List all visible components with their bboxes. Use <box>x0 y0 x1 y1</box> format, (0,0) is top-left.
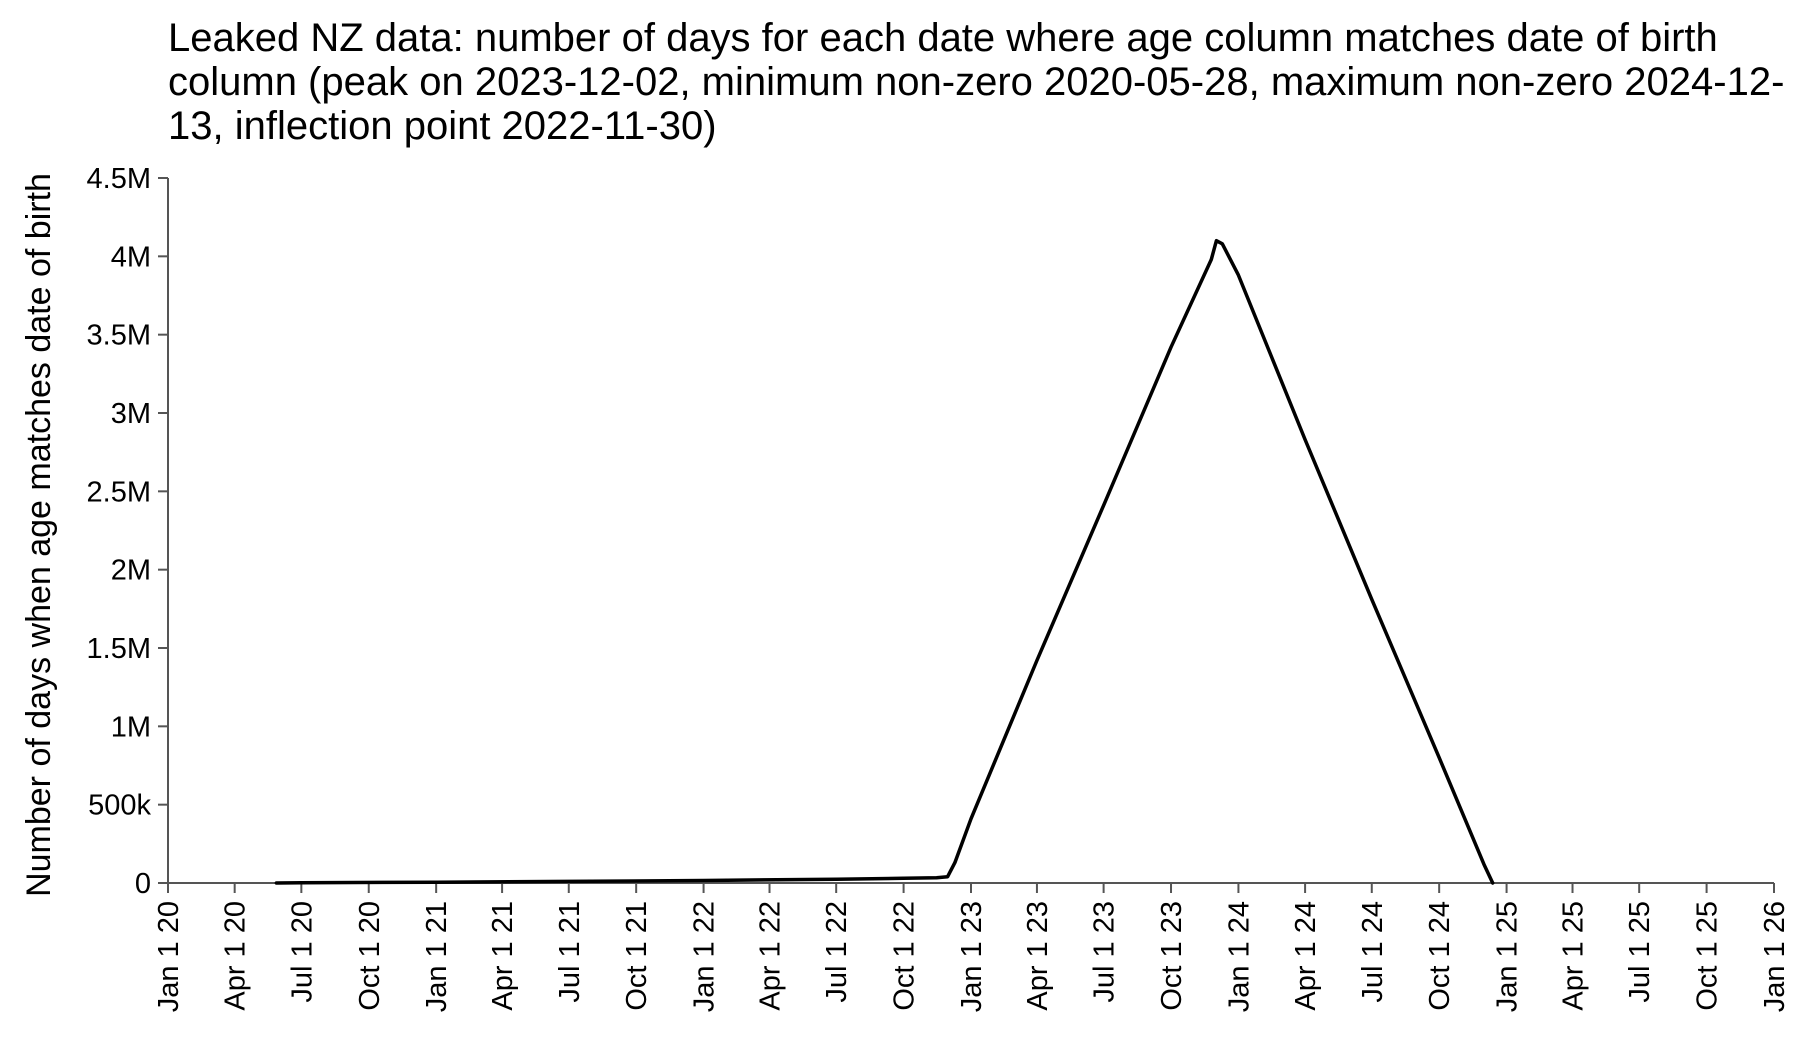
x-axis-ticks: Jan 1 20 Apr 1 20 Jul 1 20 Oct 1 20 Jan 1 21… <box>153 883 1791 1012</box>
x-tick-label: Jan 1 20 <box>153 901 185 1012</box>
x-tick-label: Jan 1 26 <box>1759 901 1791 1012</box>
y-axis-ticks: 0 500k 1M 1.5M 2M 2.5M 3M 3.5M 4M 4.5M <box>87 163 168 900</box>
y-tick-label: 2M <box>111 555 151 587</box>
x-tick-label: Apr 1 25 <box>1558 901 1590 1011</box>
series-line <box>274 238 1495 885</box>
x-tick-label: Jan 1 23 <box>956 901 988 1012</box>
y-tick-label: 500k <box>88 790 151 822</box>
x-tick-label: Jul 1 25 <box>1624 901 1656 1003</box>
x-tick-label: Jul 1 24 <box>1357 901 1389 1003</box>
y-tick-label: 0 <box>135 868 151 900</box>
x-tick-label: Jan 1 25 <box>1492 901 1524 1012</box>
y-tick-label: 1.5M <box>87 633 151 665</box>
y-tick-label: 4M <box>111 241 151 273</box>
x-tick-label: Apr 1 20 <box>220 901 252 1011</box>
x-tick-label: Oct 1 20 <box>354 901 386 1011</box>
y-tick-label: 3M <box>111 398 151 430</box>
x-tick-label: Jan 1 24 <box>1223 901 1255 1012</box>
x-tick-label: Oct 1 23 <box>1156 901 1188 1011</box>
x-tick-label: Oct 1 22 <box>889 901 921 1011</box>
x-tick-label: Apr 1 22 <box>755 901 787 1011</box>
y-tick-label: 2.5M <box>87 476 151 508</box>
x-tick-label: Oct 1 25 <box>1692 901 1724 1011</box>
x-tick-label: Apr 1 21 <box>487 901 519 1011</box>
x-tick-label: Jul 1 23 <box>1089 901 1121 1003</box>
x-tick-label: Jan 1 22 <box>689 901 721 1012</box>
y-tick-label: 1M <box>111 711 151 743</box>
x-tick-label: Jul 1 21 <box>554 901 586 1003</box>
x-tick-label: Apr 1 24 <box>1290 901 1322 1011</box>
y-tick-label: 3.5M <box>87 320 151 352</box>
y-axis-title: Number of days when age matches date of … <box>20 173 58 897</box>
x-tick-label: Jan 1 21 <box>421 901 453 1012</box>
x-tick-label: Oct 1 21 <box>621 901 653 1011</box>
x-tick-label: Oct 1 24 <box>1424 901 1456 1011</box>
chart-title: Leaked NZ data: number of days for each … <box>168 16 1785 148</box>
x-tick-label: Jul 1 22 <box>821 901 853 1003</box>
x-tick-label: Apr 1 23 <box>1022 901 1054 1011</box>
y-tick-label: 4.5M <box>87 163 151 195</box>
x-tick-label: Jul 1 20 <box>286 901 318 1003</box>
